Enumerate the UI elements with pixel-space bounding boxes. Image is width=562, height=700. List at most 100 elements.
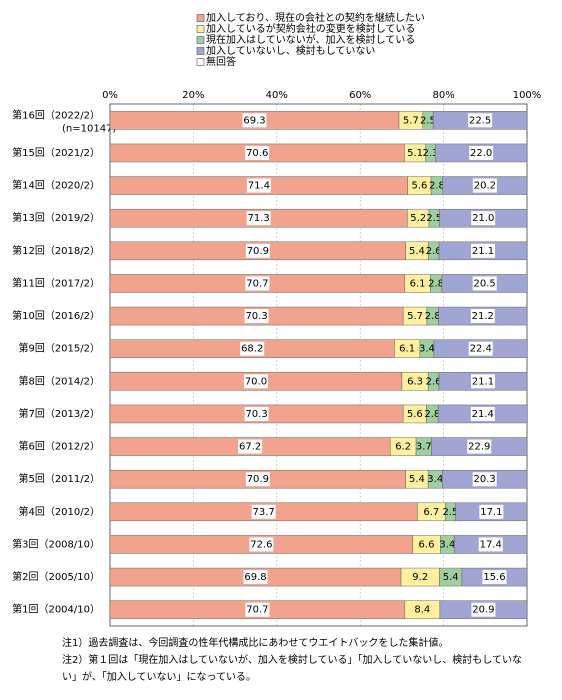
data-label: 70.7 bbox=[246, 605, 268, 616]
data-label: 5.6 bbox=[407, 409, 423, 420]
data-label: 20.5 bbox=[474, 278, 496, 289]
label-bg bbox=[243, 374, 268, 389]
label-bg bbox=[244, 309, 269, 324]
label-bg bbox=[244, 406, 269, 421]
legend-swatch bbox=[196, 58, 205, 66]
data-label: 5.4 bbox=[409, 474, 425, 485]
label-bg bbox=[479, 504, 504, 519]
x-tick-label: 100% bbox=[513, 90, 542, 101]
data-label: 5.7 bbox=[407, 311, 423, 322]
label-bg bbox=[471, 602, 496, 617]
data-label: 21.0 bbox=[472, 213, 494, 224]
data-label: 22.4 bbox=[470, 344, 492, 355]
legend-label: 加入しているが契約会社の変更を検討している bbox=[206, 22, 415, 35]
label-bg bbox=[467, 439, 492, 454]
label-bg bbox=[246, 178, 271, 193]
data-label: 72.6 bbox=[250, 539, 272, 550]
label-bg bbox=[471, 211, 496, 226]
label-bg bbox=[245, 145, 270, 160]
data-label: 5.7 bbox=[403, 115, 419, 126]
x-tick-label: 40% bbox=[266, 90, 288, 101]
data-label: 6.1 bbox=[399, 344, 415, 355]
data-label: 2.6 bbox=[426, 376, 442, 387]
label-bg bbox=[245, 243, 270, 258]
data-label: 22.9 bbox=[468, 442, 490, 453]
data-label: 2.8 bbox=[425, 311, 441, 322]
x-tick-label: 0% bbox=[102, 90, 118, 101]
legend-label: 加入していないし、検討もしていない bbox=[206, 44, 375, 57]
legend-swatch bbox=[196, 25, 205, 33]
data-label: 71.4 bbox=[248, 181, 270, 192]
y-tick-label: 第9回（2015/2） bbox=[18, 342, 100, 355]
data-label: 6.1 bbox=[410, 278, 426, 289]
label-bg bbox=[245, 602, 270, 617]
data-label: 5.2 bbox=[410, 213, 426, 224]
data-label: 68.2 bbox=[241, 344, 263, 355]
data-label: 20.2 bbox=[474, 181, 496, 192]
legend-swatch bbox=[196, 36, 205, 44]
legend-swatch bbox=[196, 47, 205, 55]
data-label: 9.2 bbox=[412, 572, 428, 583]
data-label: 21.2 bbox=[472, 311, 494, 322]
x-tick-label: 80% bbox=[432, 90, 454, 101]
y-tick-label: 第3回（2008/10） bbox=[12, 537, 100, 550]
label-bg bbox=[242, 113, 267, 128]
data-label: 70.0 bbox=[245, 376, 267, 387]
y-tick-label: 第16回（2022/2） bbox=[12, 108, 100, 121]
label-bg bbox=[251, 504, 276, 519]
data-label: 21.4 bbox=[472, 409, 494, 420]
y-tick-label: 第5回（2011/2） bbox=[18, 472, 100, 485]
label-bg bbox=[238, 439, 263, 454]
note: 注1）過去調査は、今回調査の性年代構成比にあわせてウエイトバックをした集計値。 bbox=[62, 636, 448, 649]
y-tick-label: 第7回（2013/2） bbox=[18, 407, 100, 420]
data-label: 15.6 bbox=[483, 572, 505, 583]
plot-frame bbox=[109, 103, 528, 627]
label-bg bbox=[469, 145, 494, 160]
y-tick-label: 第14回（2020/2） bbox=[12, 179, 100, 192]
data-label: 2.8 bbox=[429, 181, 445, 192]
data-label: 5.4 bbox=[443, 572, 459, 583]
data-label: 21.1 bbox=[472, 246, 494, 257]
data-label: 70.9 bbox=[247, 246, 269, 257]
y-tick-label: 第1回（2004/10） bbox=[12, 603, 100, 616]
y-tick-label: 第2回（2005/10） bbox=[12, 570, 100, 583]
data-label: 6.7 bbox=[423, 507, 439, 518]
data-label: 2.3 bbox=[423, 148, 439, 159]
data-label: 3.4 bbox=[419, 344, 435, 355]
x-tick-label: 20% bbox=[182, 90, 204, 101]
data-label: 22.5 bbox=[469, 115, 491, 126]
data-label: 2.8 bbox=[424, 409, 440, 420]
category-note: (n=10147) bbox=[62, 123, 116, 134]
data-label: 2.5 bbox=[426, 213, 442, 224]
label-bg bbox=[245, 276, 270, 291]
data-label: 69.8 bbox=[244, 572, 266, 583]
data-label: 3.4 bbox=[439, 539, 455, 550]
data-label: 5.1 bbox=[407, 148, 423, 159]
legend-swatch bbox=[196, 14, 205, 22]
data-label: 6.2 bbox=[395, 442, 411, 453]
label-bg bbox=[471, 374, 496, 389]
label-bg bbox=[472, 276, 497, 291]
legend-label: 現在加入はしていないが、加入を検討している bbox=[206, 33, 415, 46]
data-label: 2.5 bbox=[420, 115, 436, 126]
data-label: 70.9 bbox=[247, 474, 269, 485]
data-label: 70.3 bbox=[245, 409, 267, 420]
data-label: 21.1 bbox=[472, 376, 494, 387]
data-label: 69.3 bbox=[243, 115, 265, 126]
data-label: 70.6 bbox=[246, 148, 268, 159]
data-label: 20.3 bbox=[474, 474, 496, 485]
note: 注2）第１回は「現在加入はしていないが、加入を検討している」「加入していないし、… bbox=[62, 653, 522, 666]
data-label: 5.6 bbox=[411, 181, 427, 192]
x-tick-label: 60% bbox=[349, 90, 371, 101]
y-tick-label: 第13回（2019/2） bbox=[12, 211, 100, 224]
y-tick-label: 第6回（2012/2） bbox=[18, 440, 100, 453]
label-bg bbox=[246, 211, 271, 226]
y-tick-label: 第15回（2021/2） bbox=[12, 146, 100, 159]
label-bg bbox=[482, 570, 507, 585]
data-label: 2.8 bbox=[428, 278, 444, 289]
label-bg bbox=[249, 537, 274, 552]
data-label: 70.7 bbox=[246, 278, 268, 289]
label-bg bbox=[470, 309, 495, 324]
data-label: 6.6 bbox=[419, 539, 435, 550]
label-bg bbox=[468, 341, 493, 356]
